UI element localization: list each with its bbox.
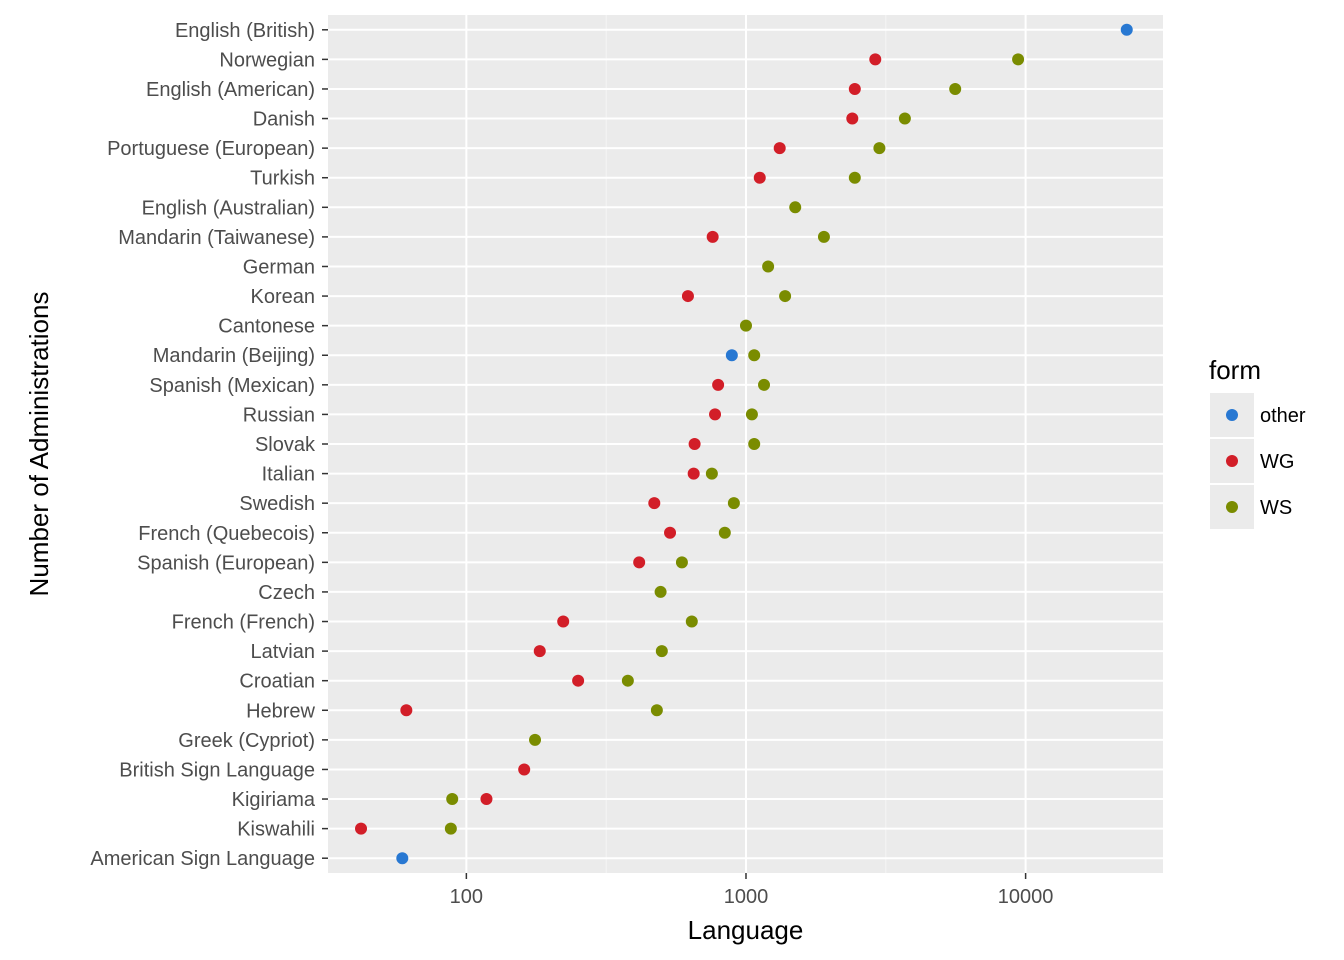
point-WS [748, 438, 761, 450]
legend-entries: other WG WS [1210, 393, 1306, 529]
point-WS [748, 349, 761, 362]
y-axis: English (British) Norwegian English (Ameri… [90, 20, 328, 870]
point-WG [846, 112, 859, 125]
y-tick-label: British Sign Language [119, 759, 315, 781]
point-WS [739, 319, 752, 332]
y-tick-label: Portuguese (European) [107, 138, 315, 160]
legend-title: form [1209, 355, 1261, 385]
y-tick-label: Kiswahili [237, 819, 315, 841]
y-tick-label: Swedish [239, 493, 315, 515]
legend-key-dot [1226, 409, 1238, 421]
point-WG [753, 171, 766, 184]
point-WG [533, 645, 546, 658]
x-tick-label: 1000 [724, 886, 769, 908]
point-WS [685, 615, 698, 628]
point-WG [848, 82, 861, 95]
point-WG [681, 290, 694, 303]
point-WS [654, 585, 667, 598]
point-WS [444, 822, 457, 835]
y-tick-label: Mandarin (Beijing) [153, 345, 315, 367]
point-WS [1012, 53, 1025, 66]
point-WS [655, 645, 668, 658]
y-tick-label: Latvian [251, 641, 316, 663]
point-WS [650, 704, 663, 717]
y-tick-label: Czech [258, 582, 315, 604]
y-tick-label: Cantonese [218, 316, 315, 338]
point-WG [480, 793, 493, 806]
point-WS [949, 82, 962, 95]
y-tick-label: Danish [253, 109, 315, 131]
point-WG [712, 378, 725, 391]
point-WS [898, 112, 911, 125]
point-WS [446, 793, 459, 806]
point-WS [745, 408, 758, 421]
point-WG [709, 408, 722, 421]
y-tick-label: Spanish (Mexican) [149, 375, 315, 397]
data-points [355, 23, 1133, 865]
y-tick-label: Greek (Cypriot) [178, 730, 315, 752]
point-WG [518, 763, 531, 776]
y-tick-label: Russian [243, 404, 315, 426]
point-WG [869, 53, 882, 66]
point-WS [718, 526, 731, 539]
point-WG [688, 438, 701, 450]
legend: form other WG WS [1209, 355, 1306, 529]
x-tick-label: 10000 [998, 886, 1054, 908]
y-tick-label: English (British) [175, 20, 315, 42]
legend-label: other [1260, 405, 1306, 427]
point-WS [727, 497, 740, 510]
y-tick-label: Mandarin (Taiwanese) [118, 227, 315, 249]
x-axis: 100 1000 10000 [450, 873, 1054, 908]
x-tick-label: 100 [450, 886, 483, 908]
point-WG [648, 497, 661, 510]
y-tick-label: Norwegian [219, 49, 315, 71]
y-tick-label: Spanish (European) [137, 552, 315, 574]
y-tick-label: Korean [251, 286, 316, 308]
point-WS [705, 467, 718, 480]
major-gridlines [328, 15, 1163, 873]
point-WG [664, 526, 677, 539]
point-WS [779, 290, 792, 303]
y-tick-label: Kigiriama [232, 789, 316, 811]
point-WS [675, 556, 688, 569]
point-WS [848, 171, 861, 184]
point-other [1120, 23, 1133, 36]
y-tick-label: American Sign Language [90, 848, 315, 870]
point-WG [706, 230, 719, 243]
point-WG [557, 615, 570, 628]
y-tick-label: Turkish [250, 168, 315, 190]
point-WS [789, 201, 802, 214]
y-tick-label: French (French) [172, 612, 315, 634]
point-WG [687, 467, 700, 480]
point-WG [355, 822, 368, 835]
y-tick-label: Slovak [255, 434, 316, 456]
point-WS [758, 378, 771, 391]
point-other [725, 349, 738, 362]
y-tick-label: English (American) [146, 79, 315, 101]
legend-label: WG [1260, 451, 1294, 473]
point-WS [529, 733, 542, 746]
y-tick-label: English (Australian) [142, 197, 315, 219]
y-axis-title: Number of Administrations [24, 292, 54, 597]
x-axis-title: Language [688, 915, 804, 945]
point-WG [400, 704, 413, 717]
legend-key-dot [1226, 501, 1238, 513]
y-tick-label: Italian [262, 464, 315, 486]
y-tick-label: German [243, 256, 315, 278]
point-WG [773, 142, 786, 155]
point-WS [762, 260, 775, 273]
point-other [396, 852, 409, 865]
y-tick-label: Hebrew [246, 700, 315, 722]
point-WS [873, 142, 886, 155]
point-WG [572, 674, 585, 687]
point-WG [633, 556, 646, 569]
legend-label: WS [1260, 497, 1292, 519]
y-tick-label: French (Quebecois) [138, 523, 315, 545]
point-WS [621, 674, 634, 687]
y-tick-label: Croatian [239, 671, 315, 693]
point-WS [817, 230, 830, 243]
legend-key-dot [1226, 455, 1238, 467]
